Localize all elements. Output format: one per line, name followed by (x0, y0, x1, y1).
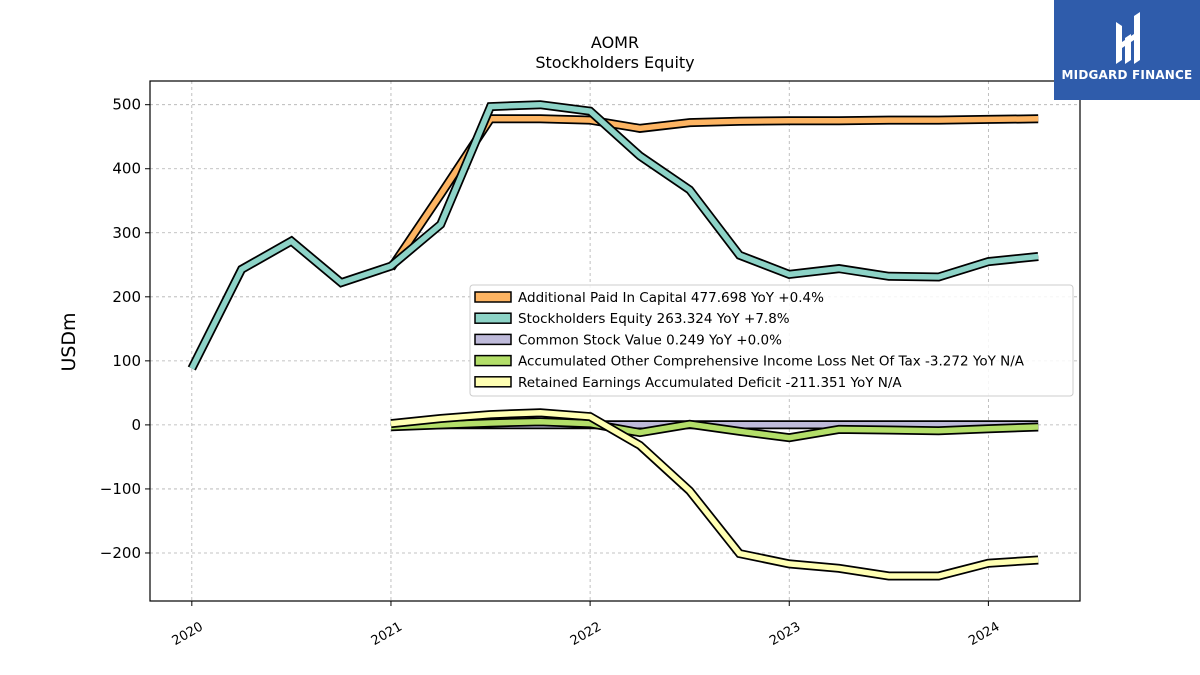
y-tick-label: 200 (112, 288, 141, 306)
x-tick-label: 2020 (170, 619, 206, 649)
series-line (390, 408, 1039, 581)
series-line-outline (390, 408, 1039, 581)
y-tick-label: 100 (112, 352, 141, 370)
y-tick-label: 300 (112, 224, 141, 242)
legend-swatch (474, 354, 512, 367)
legend-item[interactable]: Common Stock Value 0.249 YoY +0.0% (474, 332, 782, 348)
y-tick-label: −200 (100, 544, 141, 562)
legend-item[interactable]: Accumulated Other Comprehensive Income L… (474, 354, 1025, 370)
series-line-fill (189, 101, 1039, 370)
y-axis-label: USDm (58, 312, 80, 371)
legend-label: Accumulated Other Comprehensive Income L… (518, 354, 1025, 370)
legend-item[interactable]: Stockholders Equity 263.324 YoY +7.8% (474, 311, 790, 327)
legend-swatch (474, 312, 512, 324)
midgard-logo-icon (1116, 12, 1140, 64)
y-tick-label: −100 (100, 480, 141, 498)
series-line-fill (390, 418, 1039, 441)
legend-item[interactable]: Retained Earnings Accumulated Deficit -2… (474, 375, 902, 391)
legend-swatch (474, 376, 512, 388)
x-tick-label: 2024 (966, 619, 1002, 649)
chart-subtitle: Stockholders Equity (535, 53, 694, 72)
x-axis: 2020 2021 2022 2023 2024 (170, 601, 1002, 649)
x-tick-label: 2023 (767, 619, 803, 649)
series-line-outline (387, 114, 1039, 271)
series-line (390, 417, 1039, 443)
series-line-fill (388, 116, 1039, 270)
y-tick-label: 400 (112, 160, 141, 178)
legend-label: Additional Paid In Capital 477.698 YoY +… (518, 290, 824, 306)
brand-name: MIDGARD FINANCE (1061, 68, 1193, 82)
brand-logo: MIDGARD FINANCE (1054, 0, 1200, 100)
legend-label: Stockholders Equity 263.324 YoY +7.8% (518, 311, 790, 327)
legend-item[interactable]: Additional Paid In Capital 477.698 YoY +… (474, 290, 824, 306)
legend-label: Common Stock Value 0.249 YoY +0.0% (518, 332, 782, 348)
y-tick-label: 0 (131, 416, 141, 434)
x-tick-label: 2022 (568, 619, 604, 649)
legend-label: Retained Earnings Accumulated Deficit -2… (518, 375, 902, 391)
legend-box (469, 284, 1074, 397)
legend[interactable]: Additional Paid In Capital 477.698 YoY +… (469, 284, 1074, 397)
y-tick-label: 500 (112, 96, 141, 114)
chart-title: AOMR (591, 33, 639, 52)
x-tick-label: 2021 (369, 619, 405, 649)
series-line (387, 114, 1039, 271)
series-line (187, 100, 1039, 371)
plot-frame (149, 80, 1081, 602)
legend-swatch (474, 291, 512, 303)
series-line-fill (390, 409, 1039, 579)
y-axis: 500 400 300 200 100 0 −100 −200 (100, 96, 150, 562)
series-layer (187, 100, 1039, 581)
legend-swatch (474, 333, 512, 346)
